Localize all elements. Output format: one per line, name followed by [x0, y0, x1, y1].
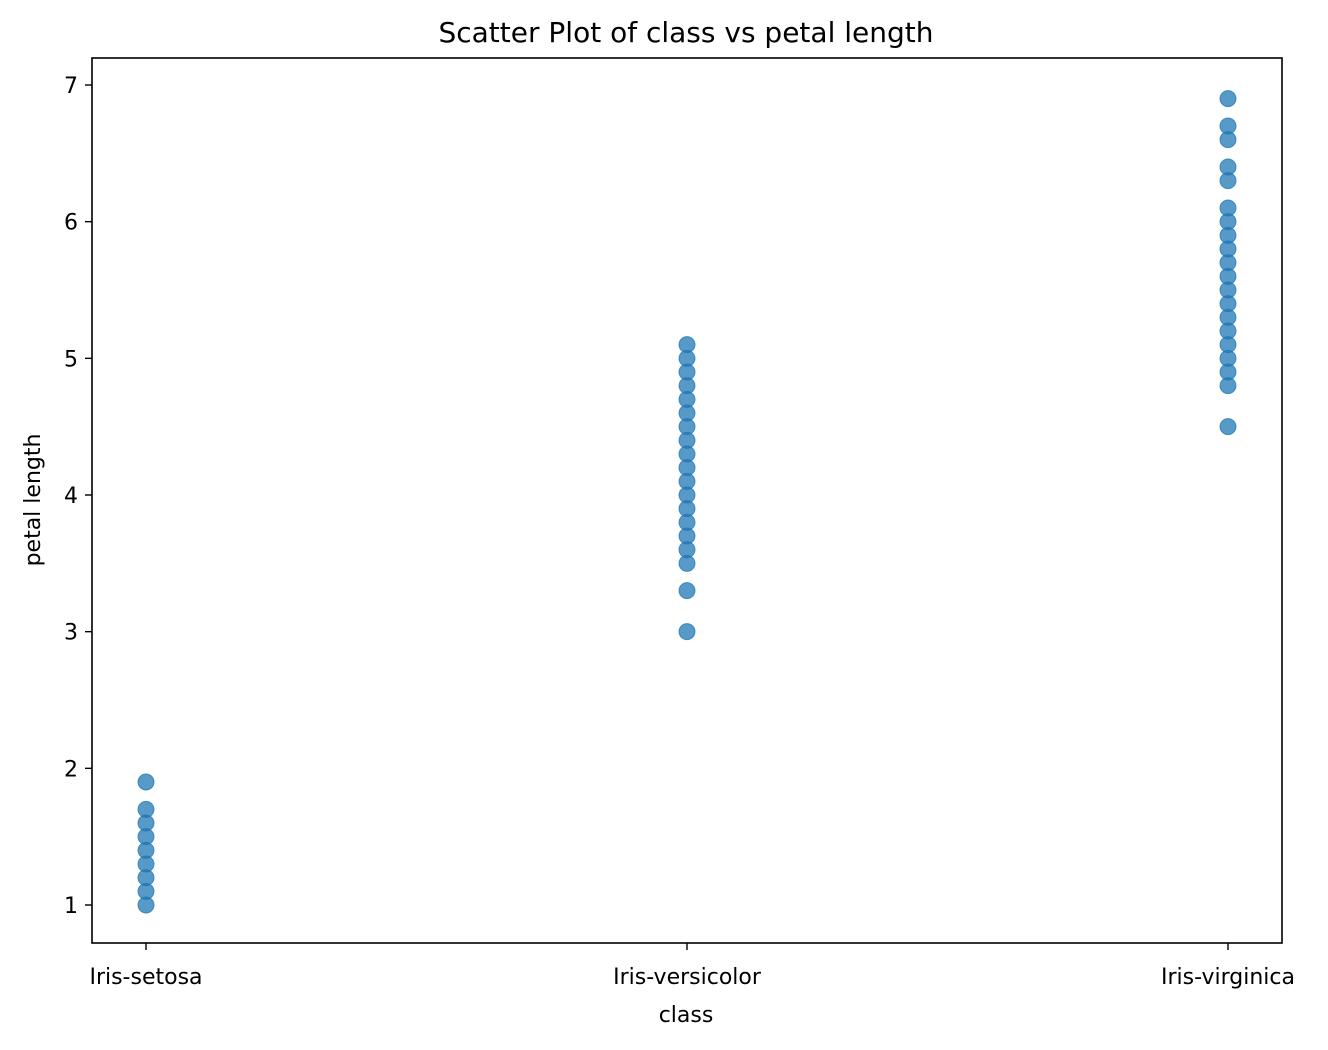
data-points	[137, 90, 1237, 914]
data-point	[137, 800, 155, 818]
data-point	[1219, 117, 1237, 135]
data-point	[678, 336, 696, 354]
data-point	[1219, 418, 1237, 436]
x-tick-label: Iris-versicolor	[613, 965, 762, 990]
y-tick-label: 2	[64, 757, 78, 782]
data-point	[1219, 199, 1237, 217]
y-axis-ticks: 1 2 3 4 5 6 7	[64, 74, 92, 919]
plot-frame	[91, 57, 1283, 944]
data-point	[1219, 158, 1237, 176]
y-tick-label: 6	[64, 211, 78, 236]
data-point	[137, 773, 155, 791]
x-axis-label: class	[659, 1003, 714, 1028]
chart-title: Scatter Plot of class vs petal length	[438, 16, 933, 49]
y-tick-label: 3	[64, 621, 78, 646]
y-tick-label: 4	[64, 484, 78, 509]
data-point	[1219, 90, 1237, 108]
x-tick-label: Iris-setosa	[89, 965, 202, 990]
y-tick-label: 7	[64, 74, 78, 99]
x-axis-ticks: Iris-setosa Iris-versicolor Iris-virginica	[89, 943, 1295, 990]
x-tick-label: Iris-virginica	[1161, 965, 1295, 990]
y-tick-label: 5	[64, 347, 78, 372]
data-point	[678, 623, 696, 641]
y-axis-label: petal length	[21, 434, 46, 567]
data-point	[678, 582, 696, 600]
y-tick-label: 1	[64, 894, 78, 919]
